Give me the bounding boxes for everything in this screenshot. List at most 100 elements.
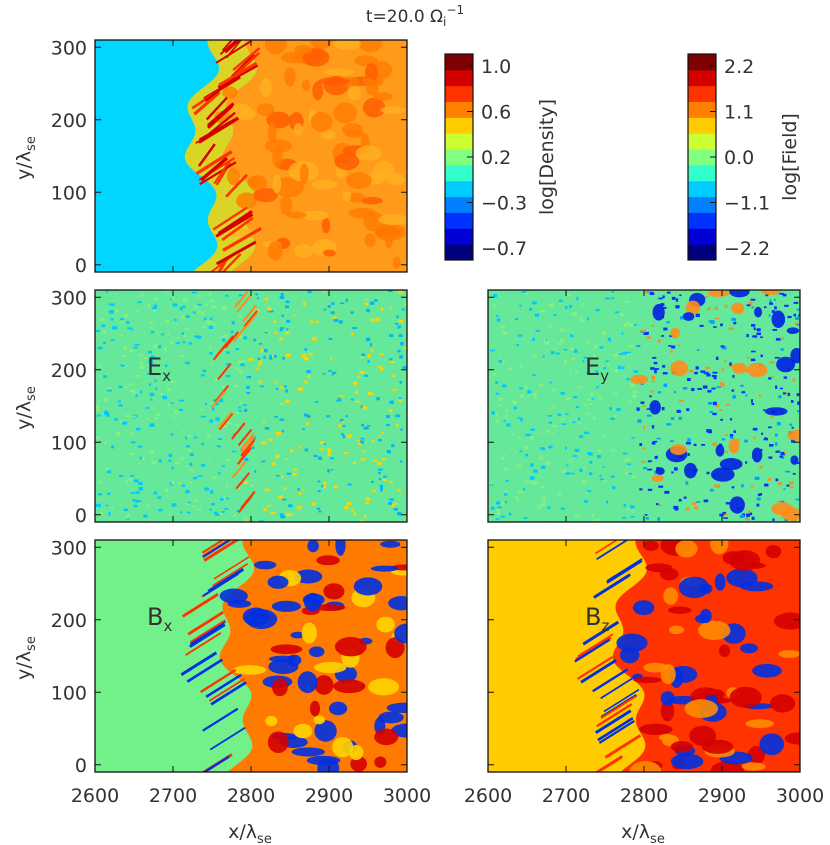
density-filament bbox=[207, 102, 235, 127]
ey-blob bbox=[655, 467, 665, 475]
ey-speckle bbox=[516, 498, 520, 501]
ex-speckle bbox=[207, 433, 211, 437]
ey-blob bbox=[754, 306, 763, 318]
ex-speckle bbox=[200, 311, 205, 316]
ex-speckle bbox=[225, 458, 231, 461]
ex-speckle bbox=[400, 428, 403, 431]
ex-speckle bbox=[267, 504, 271, 507]
ex-speckle bbox=[245, 519, 248, 522]
bx-blob bbox=[307, 540, 319, 553]
ex-speckle bbox=[330, 311, 335, 315]
ex-speckle bbox=[172, 297, 175, 300]
ex-speckle bbox=[236, 411, 240, 415]
ex-speckle bbox=[204, 317, 207, 321]
bz-filament bbox=[594, 709, 632, 734]
ey-speckle bbox=[591, 513, 595, 518]
ey-speckle bbox=[699, 324, 704, 327]
ex-speckle bbox=[96, 436, 100, 440]
ey-speckle bbox=[792, 473, 796, 475]
ey-speckle bbox=[774, 356, 780, 359]
bz-filament bbox=[594, 573, 631, 598]
ey-speckle bbox=[552, 433, 555, 435]
ex-speckle bbox=[374, 318, 380, 322]
ex-speckle bbox=[98, 480, 103, 484]
ex-speckle bbox=[130, 452, 135, 456]
ey-speckle bbox=[577, 417, 581, 421]
ey-speckle bbox=[797, 401, 800, 405]
ey-speckle bbox=[500, 515, 505, 518]
ex-speckle bbox=[312, 370, 317, 373]
ex-speckle bbox=[179, 306, 183, 311]
ey-speckle bbox=[557, 492, 562, 496]
ex-speckle bbox=[400, 341, 404, 346]
density-patch bbox=[300, 210, 330, 221]
ey-speckle bbox=[514, 317, 519, 320]
ex-speckle bbox=[279, 328, 283, 332]
ey-speckle bbox=[729, 418, 733, 421]
bx-filament bbox=[213, 556, 250, 580]
ey-blob bbox=[790, 455, 799, 465]
ey-speckle bbox=[492, 373, 497, 376]
bx-blob bbox=[270, 644, 303, 655]
x-tick-label: 2700 bbox=[149, 785, 197, 807]
ex-speckle bbox=[307, 414, 311, 419]
ey-speckle bbox=[702, 385, 708, 389]
ey-speckle bbox=[760, 448, 763, 452]
ey-speckle bbox=[769, 302, 774, 305]
ex-speckle bbox=[381, 432, 384, 434]
ey-speckle bbox=[650, 380, 656, 383]
ey-speckle bbox=[552, 388, 556, 392]
density-patch bbox=[280, 195, 293, 216]
ey-speckle bbox=[654, 368, 660, 370]
ex-speckle bbox=[333, 412, 339, 416]
ex-speckle bbox=[106, 470, 112, 474]
ey-speckle bbox=[666, 321, 670, 324]
ex-speckle bbox=[380, 486, 383, 490]
ey-speckle bbox=[700, 370, 706, 373]
ex-speckle bbox=[306, 430, 310, 435]
ey-speckle bbox=[612, 353, 618, 357]
ey-speckle bbox=[552, 425, 557, 428]
ey-speckle bbox=[647, 468, 653, 471]
ex-speckle bbox=[257, 309, 260, 312]
ey-speckle bbox=[719, 409, 723, 411]
ex-speckle bbox=[385, 352, 390, 355]
ey-speckle bbox=[553, 313, 557, 316]
ey-speckle bbox=[548, 325, 552, 329]
ex-speckle bbox=[260, 385, 265, 388]
ex-speckle bbox=[184, 328, 189, 331]
ex-speckle bbox=[162, 395, 167, 400]
bx-blob bbox=[348, 744, 364, 761]
ex-speckle bbox=[362, 295, 367, 300]
y-tick-label: 300 bbox=[51, 37, 87, 59]
bz-blob bbox=[699, 583, 713, 595]
ex-filament bbox=[224, 331, 239, 349]
ey-speckle bbox=[533, 395, 537, 399]
ex-speckle bbox=[371, 439, 375, 442]
ex-speckle bbox=[139, 362, 143, 366]
ex-speckle bbox=[125, 321, 130, 324]
ey-speckle bbox=[721, 346, 727, 350]
ey-speckle bbox=[720, 418, 724, 421]
bz-blob bbox=[684, 699, 719, 718]
ex-speckle bbox=[298, 387, 304, 391]
ey-speckle bbox=[502, 384, 507, 388]
density-filament bbox=[205, 96, 228, 121]
ex-speckle bbox=[193, 476, 198, 480]
ex-speckle bbox=[294, 510, 300, 514]
density-filament bbox=[200, 156, 229, 182]
ex-speckle bbox=[303, 413, 308, 417]
ex-speckle bbox=[370, 291, 374, 295]
ex-speckle bbox=[108, 512, 111, 516]
ex-speckle bbox=[196, 335, 202, 339]
bx-filament bbox=[180, 651, 218, 676]
density-patch bbox=[364, 233, 376, 248]
ey-speckle bbox=[632, 394, 637, 398]
ey-speckle bbox=[646, 336, 652, 339]
ey-speckle bbox=[596, 386, 599, 389]
ey-speckle bbox=[564, 359, 568, 364]
bz-blob bbox=[669, 666, 698, 683]
ey-speckle bbox=[721, 383, 725, 387]
ey-speckle bbox=[682, 387, 688, 390]
ex-speckle bbox=[274, 415, 278, 418]
